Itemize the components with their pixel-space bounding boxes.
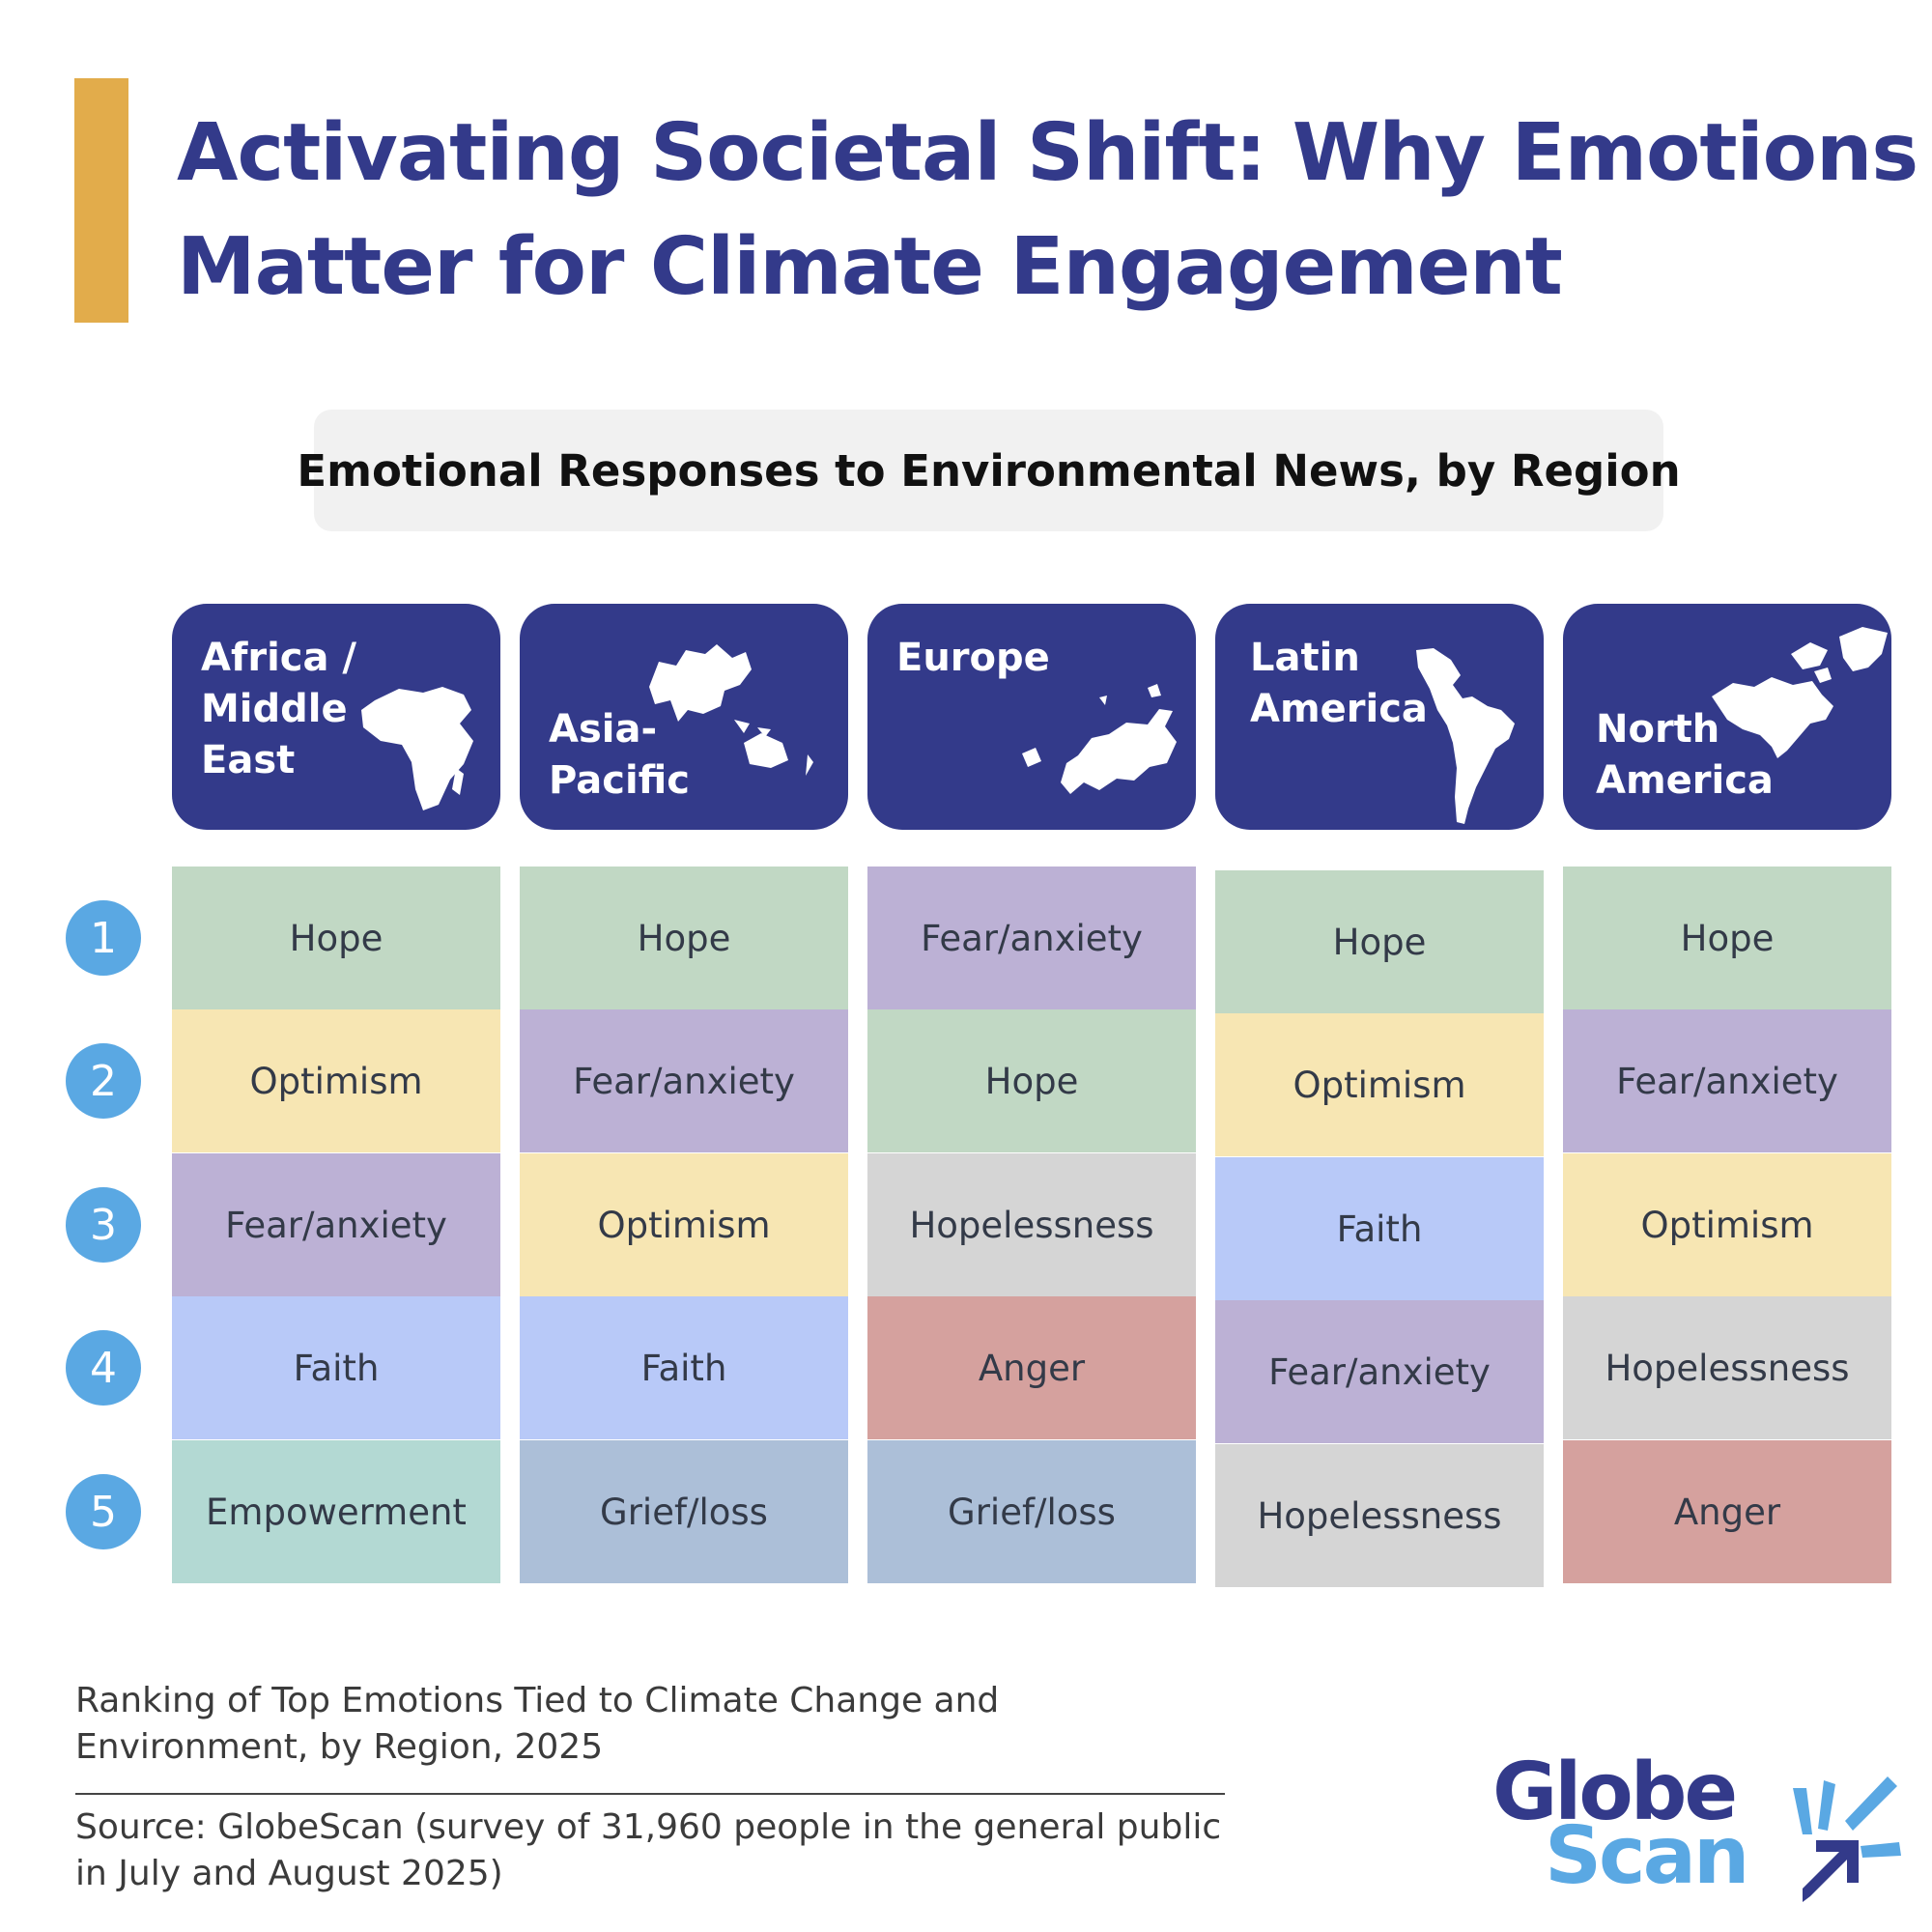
emotion-cell: Faith (520, 1296, 848, 1439)
rank-badge: 1 (66, 900, 141, 976)
region-header: Asia- Pacific (520, 604, 848, 830)
emotion-cell: Hope (1215, 870, 1544, 1013)
emotion-cell: Optimism (172, 1009, 500, 1152)
caption-divider (75, 1793, 1225, 1795)
emotion-cell: Hopelessness (1563, 1296, 1891, 1439)
emotion-cell: Empowerment (172, 1440, 500, 1583)
emotion-cell: Optimism (1215, 1013, 1544, 1156)
source-note: Source: GlobeScan (survey of 31,960 peop… (75, 1807, 1222, 1893)
north-america-map-icon (1712, 627, 1888, 758)
page-title: Activating Societal Shift: Why Emotions … (177, 97, 1918, 325)
emotion-cell: Faith (1215, 1157, 1544, 1300)
africa-map-icon (361, 687, 473, 810)
logo-text-scan: Scan (1545, 1810, 1749, 1902)
chart-title-box: Emotional Responses to Environmental New… (297, 410, 1681, 531)
region-name: Africa / Middle East (201, 636, 357, 782)
emotion-cell: Faith (172, 1296, 500, 1439)
region-name: Europe (896, 636, 1050, 680)
region-header: Latin America (1215, 604, 1544, 830)
emotion-cell: Anger (1563, 1440, 1891, 1583)
emotion-cell: Fear/anxiety (867, 867, 1196, 1009)
globescan-logo: Globe Scan (1492, 1747, 1901, 1908)
emotion-cell: Grief/loss (520, 1440, 848, 1583)
emotion-cell: Hopelessness (867, 1153, 1196, 1296)
region-header: North America (1563, 604, 1891, 830)
rank-badge: 2 (66, 1043, 141, 1119)
title-line-1: Activating Societal Shift: Why Emotions (177, 107, 1918, 199)
rank-badge: 3 (66, 1187, 141, 1263)
emotion-cell: Hope (1563, 867, 1891, 1009)
chart-title: Emotional Responses to Environmental New… (297, 444, 1681, 497)
logo-text-globe: Globe (1492, 1747, 1738, 1838)
title-accent-bar (74, 78, 128, 323)
globescan-burst-icon (1793, 1776, 1901, 1902)
emotion-cell: Grief/loss (867, 1440, 1196, 1583)
title-line-2: Matter for Climate Engagement (177, 221, 1563, 313)
emotion-cell: Optimism (1563, 1153, 1891, 1296)
emotion-cell: Fear/anxiety (172, 1153, 500, 1296)
emotion-cell: Hope (172, 867, 500, 1009)
region-name: Asia- Pacific (549, 707, 691, 803)
emotion-cell: Anger (867, 1296, 1196, 1439)
rank-badge: 5 (66, 1474, 141, 1549)
emotion-cell: Hope (867, 1009, 1196, 1152)
emotion-cell: Fear/anxiety (520, 1009, 848, 1152)
emotion-cell: Fear/anxiety (1563, 1009, 1891, 1152)
emotion-cell: Hopelessness (1215, 1444, 1544, 1587)
rank-badge: 4 (66, 1330, 141, 1406)
region-header: Africa / Middle East (172, 604, 500, 830)
region-header: Europe (867, 604, 1196, 830)
region-name: Latin America (1250, 636, 1428, 731)
asia-pacific-map-icon (649, 644, 813, 776)
emotion-cell: Fear/anxiety (1215, 1300, 1544, 1443)
emotion-cell: Hope (520, 867, 848, 1009)
region-name: North America (1596, 707, 1774, 803)
europe-map-icon (1022, 684, 1177, 794)
emotion-cell: Optimism (520, 1153, 848, 1296)
latin-america-map-icon (1416, 648, 1515, 824)
chart-caption: Ranking of Top Emotions Tied to Climate … (75, 1681, 1000, 1767)
